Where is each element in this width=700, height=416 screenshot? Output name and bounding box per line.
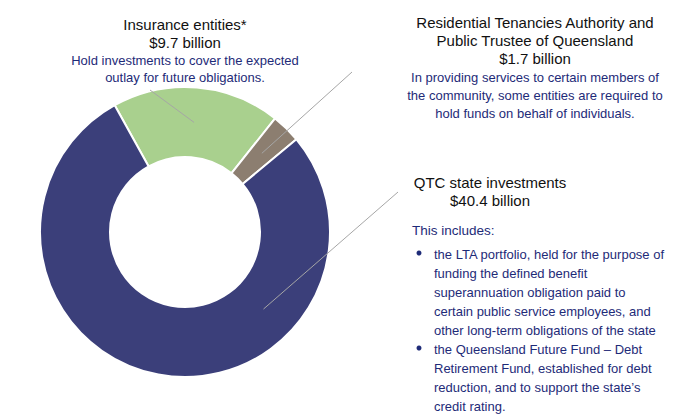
svg-text:$9.7 billion: $9.7 billion — [149, 34, 221, 51]
svg-text:the LTA portfolio, held for th: the LTA portfolio, held for the purpose … — [434, 247, 664, 262]
svg-text:superannuation obligation paid: superannuation obligation paid to — [434, 285, 626, 300]
svg-text:Insurance entities*: Insurance entities* — [123, 16, 247, 33]
svg-text:outlay for future obligations.: outlay for future obligations. — [105, 70, 265, 85]
svg-text:$40.4 billion: $40.4 billion — [450, 192, 530, 209]
svg-text:Public Trustee of Queensland: Public Trustee of Queensland — [437, 32, 634, 49]
svg-text:In providing services to certa: In providing services to certain members… — [411, 70, 659, 85]
svg-text:$1.7 billion: $1.7 billion — [499, 50, 571, 67]
svg-text:Hold investments to cover the: Hold investments to cover the expected — [71, 53, 299, 68]
svg-text:hold funds on behalf of indivi: hold funds on behalf of individuals. — [435, 106, 634, 121]
svg-text:Retirement Fund, established f: Retirement Fund, established for debt — [434, 361, 652, 376]
svg-text:certain public service employe: certain public service employees, and — [434, 304, 651, 319]
svg-text:funding the defined benefit: funding the defined benefit — [434, 266, 588, 281]
svg-text:other long-term obligations of: other long-term obligations of the state — [434, 323, 656, 338]
svg-text:the Queensland Future Fund – D: the Queensland Future Fund – Debt — [434, 342, 643, 357]
svg-text:the community, some entities a: the community, some entities are require… — [407, 88, 663, 103]
svg-text:This includes:: This includes: — [412, 223, 495, 238]
svg-text:reduction, and to support the: reduction, and to support the state’s — [434, 380, 641, 395]
svg-text:credit rating.: credit rating. — [434, 399, 506, 414]
svg-text:QTC state investments: QTC state investments — [414, 174, 567, 191]
svg-text:Residential Tenancies Authorit: Residential Tenancies Authority and — [416, 14, 653, 31]
